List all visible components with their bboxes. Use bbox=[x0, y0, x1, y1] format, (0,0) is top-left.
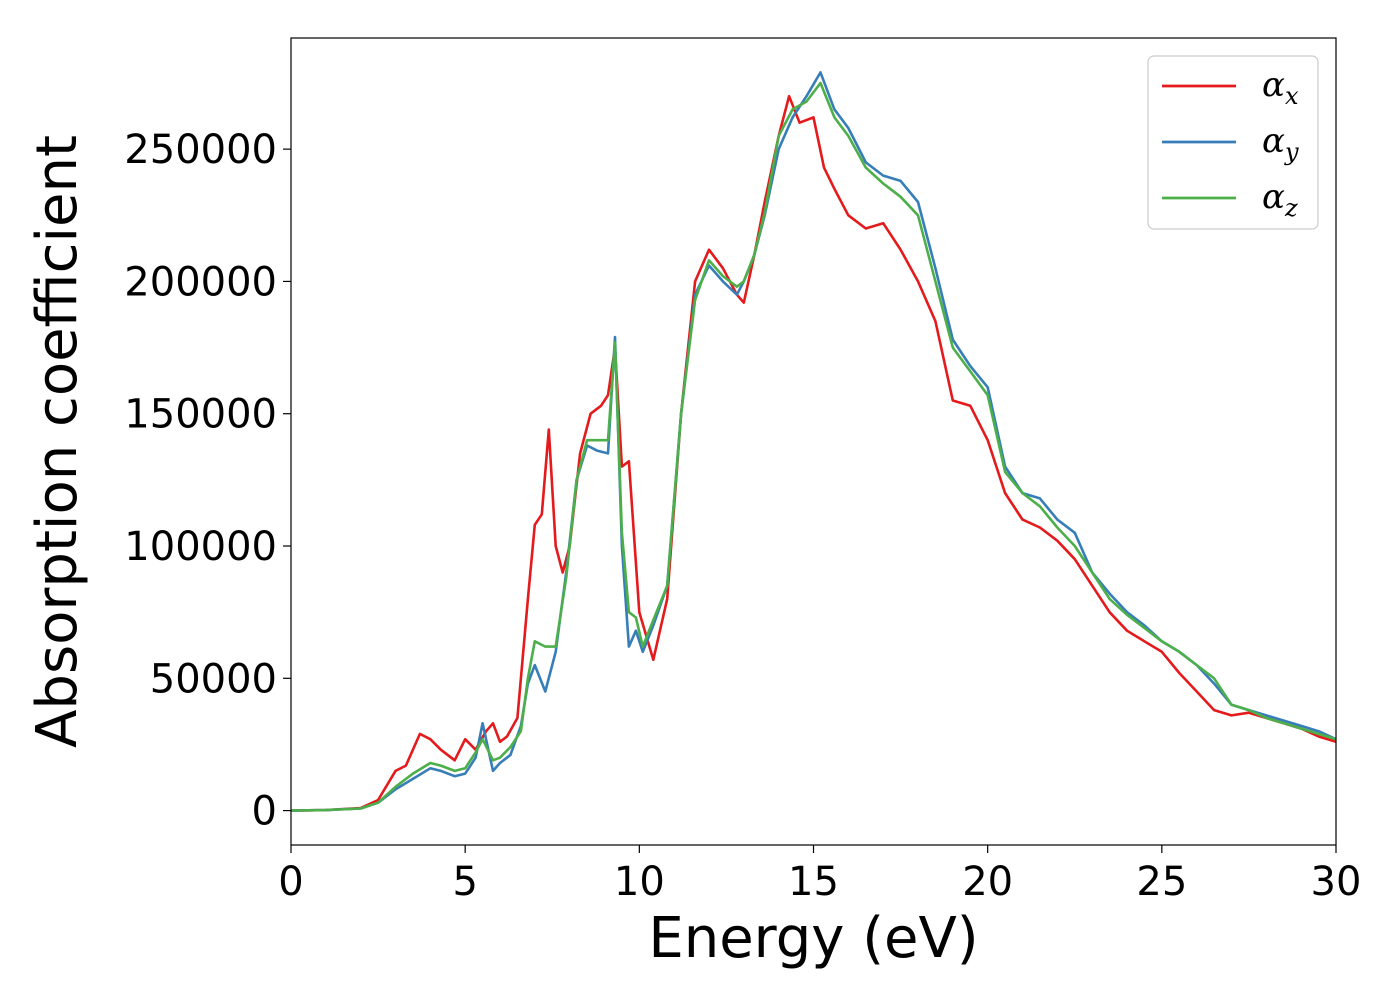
x-tick-label: 0 bbox=[278, 859, 303, 905]
legend-label-z: αz bbox=[1262, 177, 1298, 222]
legend-label-y: αy bbox=[1262, 121, 1299, 166]
x-tick-label: 30 bbox=[1311, 859, 1362, 905]
x-tick-label: 25 bbox=[1136, 859, 1187, 905]
x-tick-label: 20 bbox=[962, 859, 1013, 905]
series-layer bbox=[291, 71, 1336, 812]
legend-label-x: αx bbox=[1262, 65, 1299, 110]
x-axis-label: Energy (eV) bbox=[648, 906, 978, 971]
x-tick-label: 15 bbox=[788, 859, 839, 905]
y-axis-label: Absorption coefficient bbox=[25, 135, 90, 748]
y-tick-label: 200000 bbox=[124, 259, 277, 305]
y-axis-ticks: 0 50000 100000 150000 200000 250000 bbox=[124, 127, 291, 835]
x-tick-label: 10 bbox=[614, 859, 665, 905]
y-tick-label: 100000 bbox=[124, 524, 277, 570]
series-line-y bbox=[291, 71, 1336, 812]
series-line-z bbox=[291, 81, 1336, 812]
y-tick-label: 0 bbox=[252, 789, 277, 835]
y-tick-label: 250000 bbox=[124, 127, 277, 173]
x-tick-label: 5 bbox=[452, 859, 477, 905]
x-axis-ticks: 0 5 10 15 20 25 30 bbox=[278, 845, 1361, 905]
y-tick-label: 50000 bbox=[150, 656, 277, 702]
legend: αx αy αz bbox=[1147, 55, 1319, 230]
y-tick-label: 150000 bbox=[124, 392, 277, 438]
